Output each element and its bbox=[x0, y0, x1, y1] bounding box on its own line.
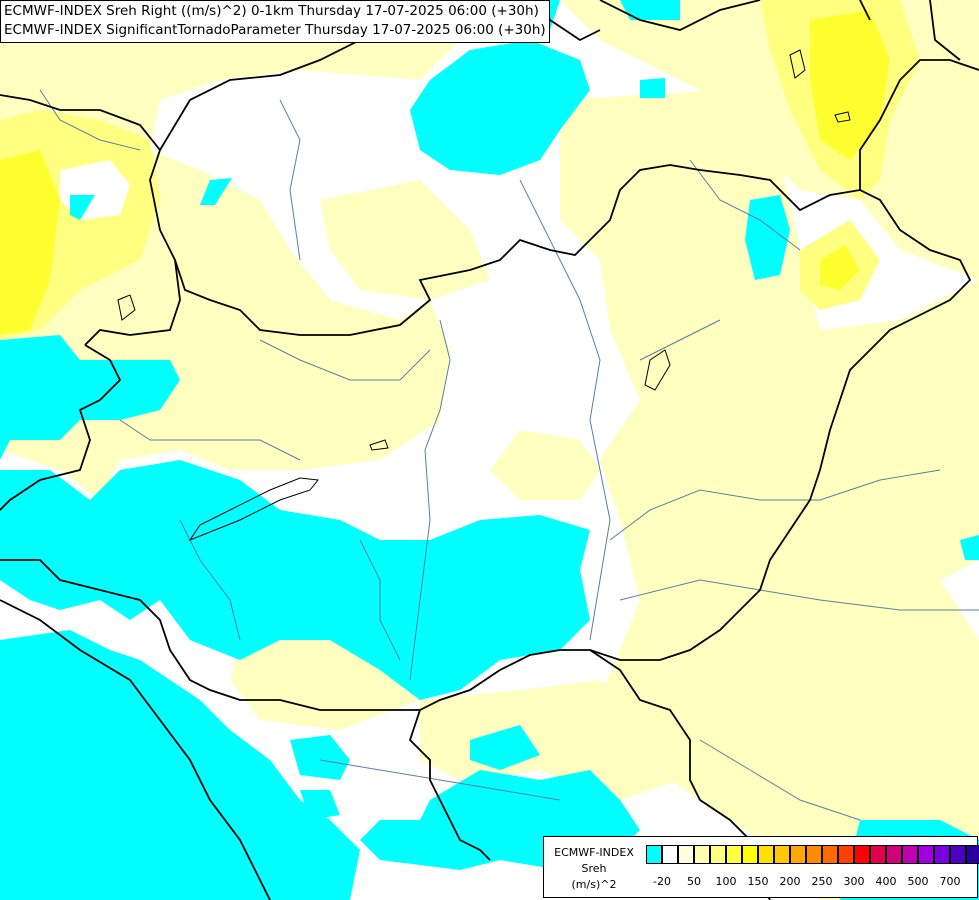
legend-swatch bbox=[710, 845, 726, 864]
legend-title-variable: Sreh bbox=[581, 862, 607, 875]
legend-swatch bbox=[758, 845, 774, 864]
legend-swatch bbox=[646, 845, 662, 864]
legend-swatch bbox=[806, 845, 822, 864]
legend-tick-label: 300 bbox=[843, 875, 865, 888]
color-legend: ECMWF-INDEX Sreh (m/s)^2 -20 50 100 150 200 2… bbox=[543, 836, 979, 898]
legend-tick-label: 100 bbox=[715, 875, 737, 888]
legend-swatch bbox=[726, 845, 742, 864]
legend-tick-label: 400 bbox=[875, 875, 897, 888]
bright-yellow-areas bbox=[0, 10, 890, 335]
title-line-1: ECMWF-INDEX Sreh Right ((m/s)^2) 0-1km T… bbox=[4, 3, 539, 19]
legend-swatch bbox=[902, 845, 918, 864]
legend-swatch bbox=[838, 845, 854, 864]
legend-tick-label: 200 bbox=[779, 875, 801, 888]
legend-tick-label: 700 bbox=[939, 875, 961, 888]
legend-swatch bbox=[678, 845, 694, 864]
legend-swatch bbox=[774, 845, 790, 864]
legend-title-model: ECMWF-INDEX bbox=[554, 846, 634, 859]
map-title-box: ECMWF-INDEX Sreh Right ((m/s)^2) 0-1km T… bbox=[0, 0, 550, 43]
legend-swatch bbox=[662, 845, 678, 864]
legend-tick-label: 250 bbox=[811, 875, 833, 888]
legend-swatch bbox=[870, 845, 886, 864]
rivers bbox=[39, 89, 979, 821]
lakes bbox=[117, 49, 851, 542]
legend-swatch bbox=[934, 845, 950, 864]
legend-tick-label: -20 bbox=[653, 875, 671, 888]
legend-tick-label: 50 bbox=[687, 875, 701, 888]
legend-tick-label: 150 bbox=[747, 875, 769, 888]
legend-swatch bbox=[694, 845, 710, 864]
legend-swatch bbox=[918, 845, 934, 864]
legend-swatch bbox=[950, 845, 966, 864]
legend-swatch bbox=[742, 845, 758, 864]
legend-swatch bbox=[822, 845, 838, 864]
legend-swatch bbox=[854, 845, 870, 864]
legend-tick-label: 500 bbox=[907, 875, 929, 888]
title-line-2: ECMWF-INDEX SignificantTornadoParameter … bbox=[4, 22, 546, 38]
legend-swatch bbox=[790, 845, 806, 864]
legend-title-unit: (m/s)^2 bbox=[571, 878, 617, 891]
legend-swatch bbox=[886, 845, 902, 864]
legend-swatch bbox=[966, 845, 979, 864]
